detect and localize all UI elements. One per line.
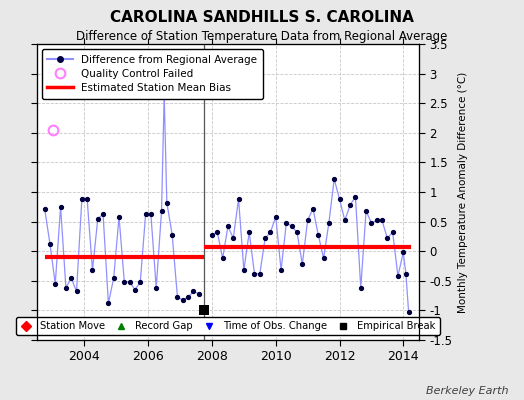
Legend: Station Move, Record Gap, Time of Obs. Change, Empirical Break: Station Move, Record Gap, Time of Obs. C… <box>16 317 440 335</box>
Text: CAROLINA SANDHILLS S. CAROLINA: CAROLINA SANDHILLS S. CAROLINA <box>110 10 414 25</box>
Y-axis label: Monthly Temperature Anomaly Difference (°C): Monthly Temperature Anomaly Difference (… <box>458 71 468 313</box>
Text: Difference of Station Temperature Data from Regional Average: Difference of Station Temperature Data f… <box>77 30 447 43</box>
Text: Berkeley Earth: Berkeley Earth <box>426 386 508 396</box>
